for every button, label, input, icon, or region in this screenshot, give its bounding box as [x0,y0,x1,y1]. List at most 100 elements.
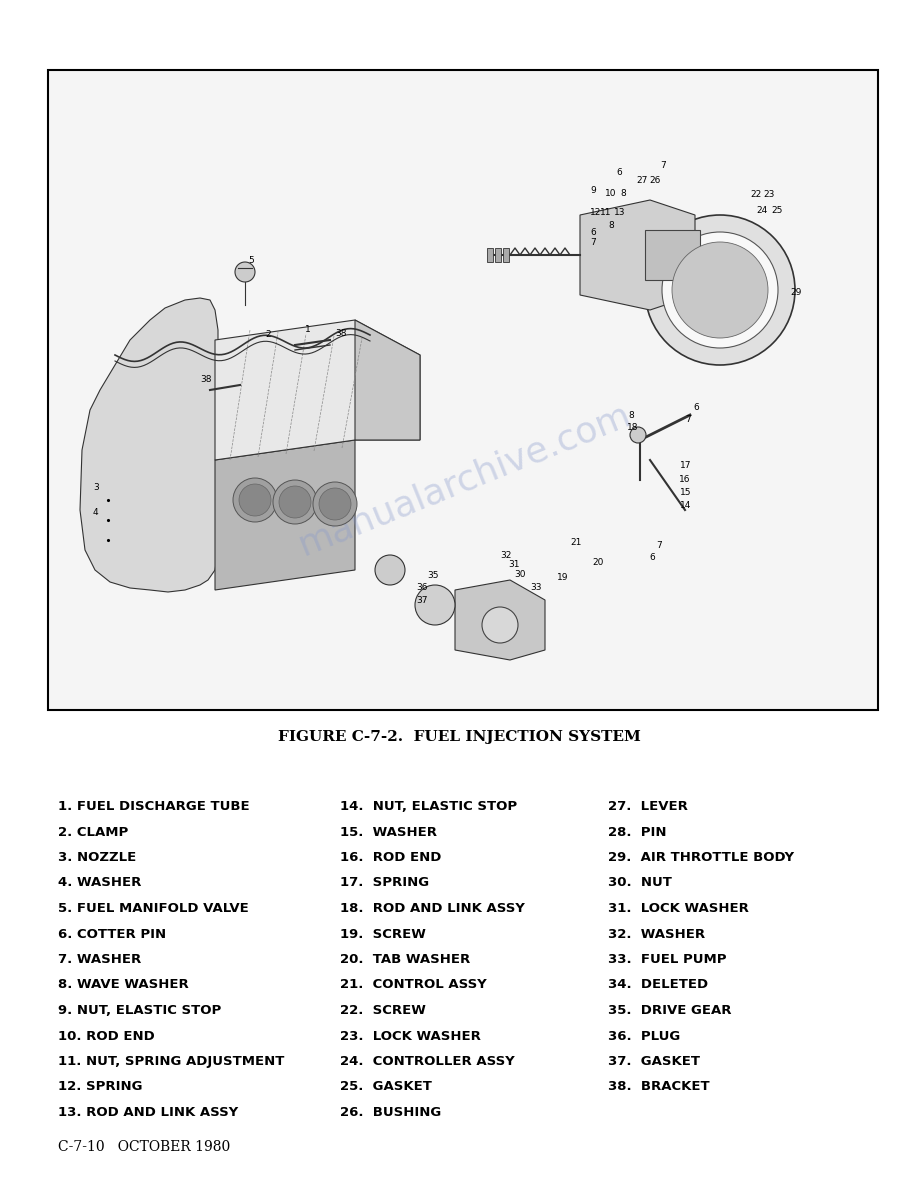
Text: 12. SPRING: 12. SPRING [58,1081,142,1094]
Text: 7: 7 [685,415,690,424]
Text: 1: 1 [305,325,311,334]
Text: 5. FUEL MANIFOLD VALVE: 5. FUEL MANIFOLD VALVE [58,902,249,915]
Polygon shape [355,320,420,441]
Text: 6: 6 [649,553,655,562]
Text: 37.  GASKET: 37. GASKET [608,1055,700,1068]
Text: 19.  SCREW: 19. SCREW [340,927,426,940]
Circle shape [672,242,768,338]
Text: 29: 29 [790,288,801,296]
Text: 16.  ROD END: 16. ROD END [340,852,442,864]
Circle shape [319,488,351,520]
Text: 6: 6 [616,168,621,177]
Text: 16: 16 [679,475,690,484]
Text: 5: 5 [248,256,253,265]
Circle shape [239,484,271,516]
Text: 9: 9 [590,185,596,195]
Bar [487,248,493,262]
Circle shape [233,478,277,522]
Text: 8. WAVE WASHER: 8. WAVE WASHER [58,979,189,992]
Text: 29.  AIR THROTTLE BODY: 29. AIR THROTTLE BODY [608,852,794,864]
Text: 6: 6 [693,403,699,412]
Text: 11. NUT, SPRING ADJUSTMENT: 11. NUT, SPRING ADJUSTMENT [58,1055,285,1068]
Text: 18.  ROD AND LINK ASSY: 18. ROD AND LINK ASSY [340,902,525,915]
Text: 3: 3 [93,483,99,492]
Circle shape [273,479,317,524]
Text: 13: 13 [614,208,625,217]
Circle shape [645,215,795,365]
Text: 30.  NUT: 30. NUT [608,876,672,889]
Circle shape [630,428,646,443]
Text: 28.  PIN: 28. PIN [608,826,666,839]
Text: 2: 2 [265,329,271,339]
Text: 4. WASHER: 4. WASHER [58,876,141,889]
Polygon shape [215,441,355,590]
Text: 38: 38 [200,376,211,384]
Circle shape [235,262,255,282]
Text: 11: 11 [600,208,611,217]
Text: 7: 7 [660,161,666,170]
Polygon shape [80,298,218,592]
Text: 22.  SCREW: 22. SCREW [340,1004,426,1017]
Text: C-7-10   OCTOBER 1980: C-7-10 OCTOBER 1980 [58,1140,230,1154]
Text: 9. NUT, ELASTIC STOP: 9. NUT, ELASTIC STOP [58,1004,221,1017]
Text: 14.  NUT, ELASTIC STOP: 14. NUT, ELASTIC STOP [340,800,517,813]
Text: 34.  DELETED: 34. DELETED [608,979,708,992]
Circle shape [662,231,778,348]
Text: 22: 22 [750,190,761,200]
Text: 27.  LEVER: 27. LEVER [608,800,688,813]
Text: 10. ROD END: 10. ROD END [58,1030,155,1043]
Text: 21: 21 [570,539,581,547]
Text: 24.  CONTROLLER ASSY: 24. CONTROLLER ASSY [340,1055,515,1068]
Text: 32: 32 [500,552,511,560]
Polygon shape [580,200,695,309]
Text: 31: 31 [508,560,520,569]
Text: 38.  BRACKET: 38. BRACKET [608,1081,710,1094]
Text: 17.  SPRING: 17. SPRING [340,876,429,889]
Text: 24: 24 [756,205,767,215]
Text: 12: 12 [590,208,601,217]
Text: 2. CLAMP: 2. CLAMP [58,826,129,839]
Text: 32.  WASHER: 32. WASHER [608,927,705,940]
Circle shape [375,555,405,585]
Bar [495,248,501,262]
Polygon shape [215,320,420,461]
Text: 36.  PLUG: 36. PLUG [608,1030,680,1043]
Text: 1. FUEL DISCHARGE TUBE: 1. FUEL DISCHARGE TUBE [58,800,250,813]
Text: 30: 30 [514,570,525,579]
Text: manualarchive.com: manualarchive.com [294,398,636,562]
Text: 21.  CONTROL ASSY: 21. CONTROL ASSY [340,979,487,992]
Text: 14: 14 [680,501,691,510]
Text: 3. NOZZLE: 3. NOZZLE [58,852,136,864]
Text: 35.  DRIVE GEAR: 35. DRIVE GEAR [608,1004,732,1017]
Text: 4: 4 [93,508,98,517]
Circle shape [482,607,518,642]
Bar [48,70,878,710]
Text: 15.  WASHER: 15. WASHER [340,826,437,839]
Text: 31.  LOCK WASHER: 31. LOCK WASHER [608,902,749,915]
Text: 7: 7 [656,541,662,550]
Text: 7: 7 [590,239,596,247]
Text: 38: 38 [335,329,346,338]
Text: 25: 25 [771,205,782,215]
Text: 20.  TAB WASHER: 20. TAB WASHER [340,953,470,966]
Text: 33.  FUEL PUMP: 33. FUEL PUMP [608,953,726,966]
Text: 6. COTTER PIN: 6. COTTER PIN [58,927,166,940]
Text: 37: 37 [416,596,428,605]
Text: 33: 33 [530,583,542,592]
Circle shape [313,482,357,526]
Circle shape [279,487,311,518]
Text: 19: 19 [556,573,568,582]
Text: 27: 27 [636,176,647,185]
Text: 23.  LOCK WASHER: 23. LOCK WASHER [340,1030,481,1043]
Text: 7. WASHER: 7. WASHER [58,953,141,966]
Text: 17: 17 [680,461,691,470]
Text: 15: 15 [680,488,691,497]
Polygon shape [645,230,700,280]
Text: 6: 6 [590,228,596,237]
Text: 13. ROD AND LINK ASSY: 13. ROD AND LINK ASSY [58,1105,239,1120]
Text: 8: 8 [628,411,633,420]
Text: 26.  BUSHING: 26. BUSHING [340,1105,442,1120]
Text: 35: 35 [427,570,439,580]
Polygon shape [455,580,545,660]
Text: 18: 18 [627,423,639,432]
